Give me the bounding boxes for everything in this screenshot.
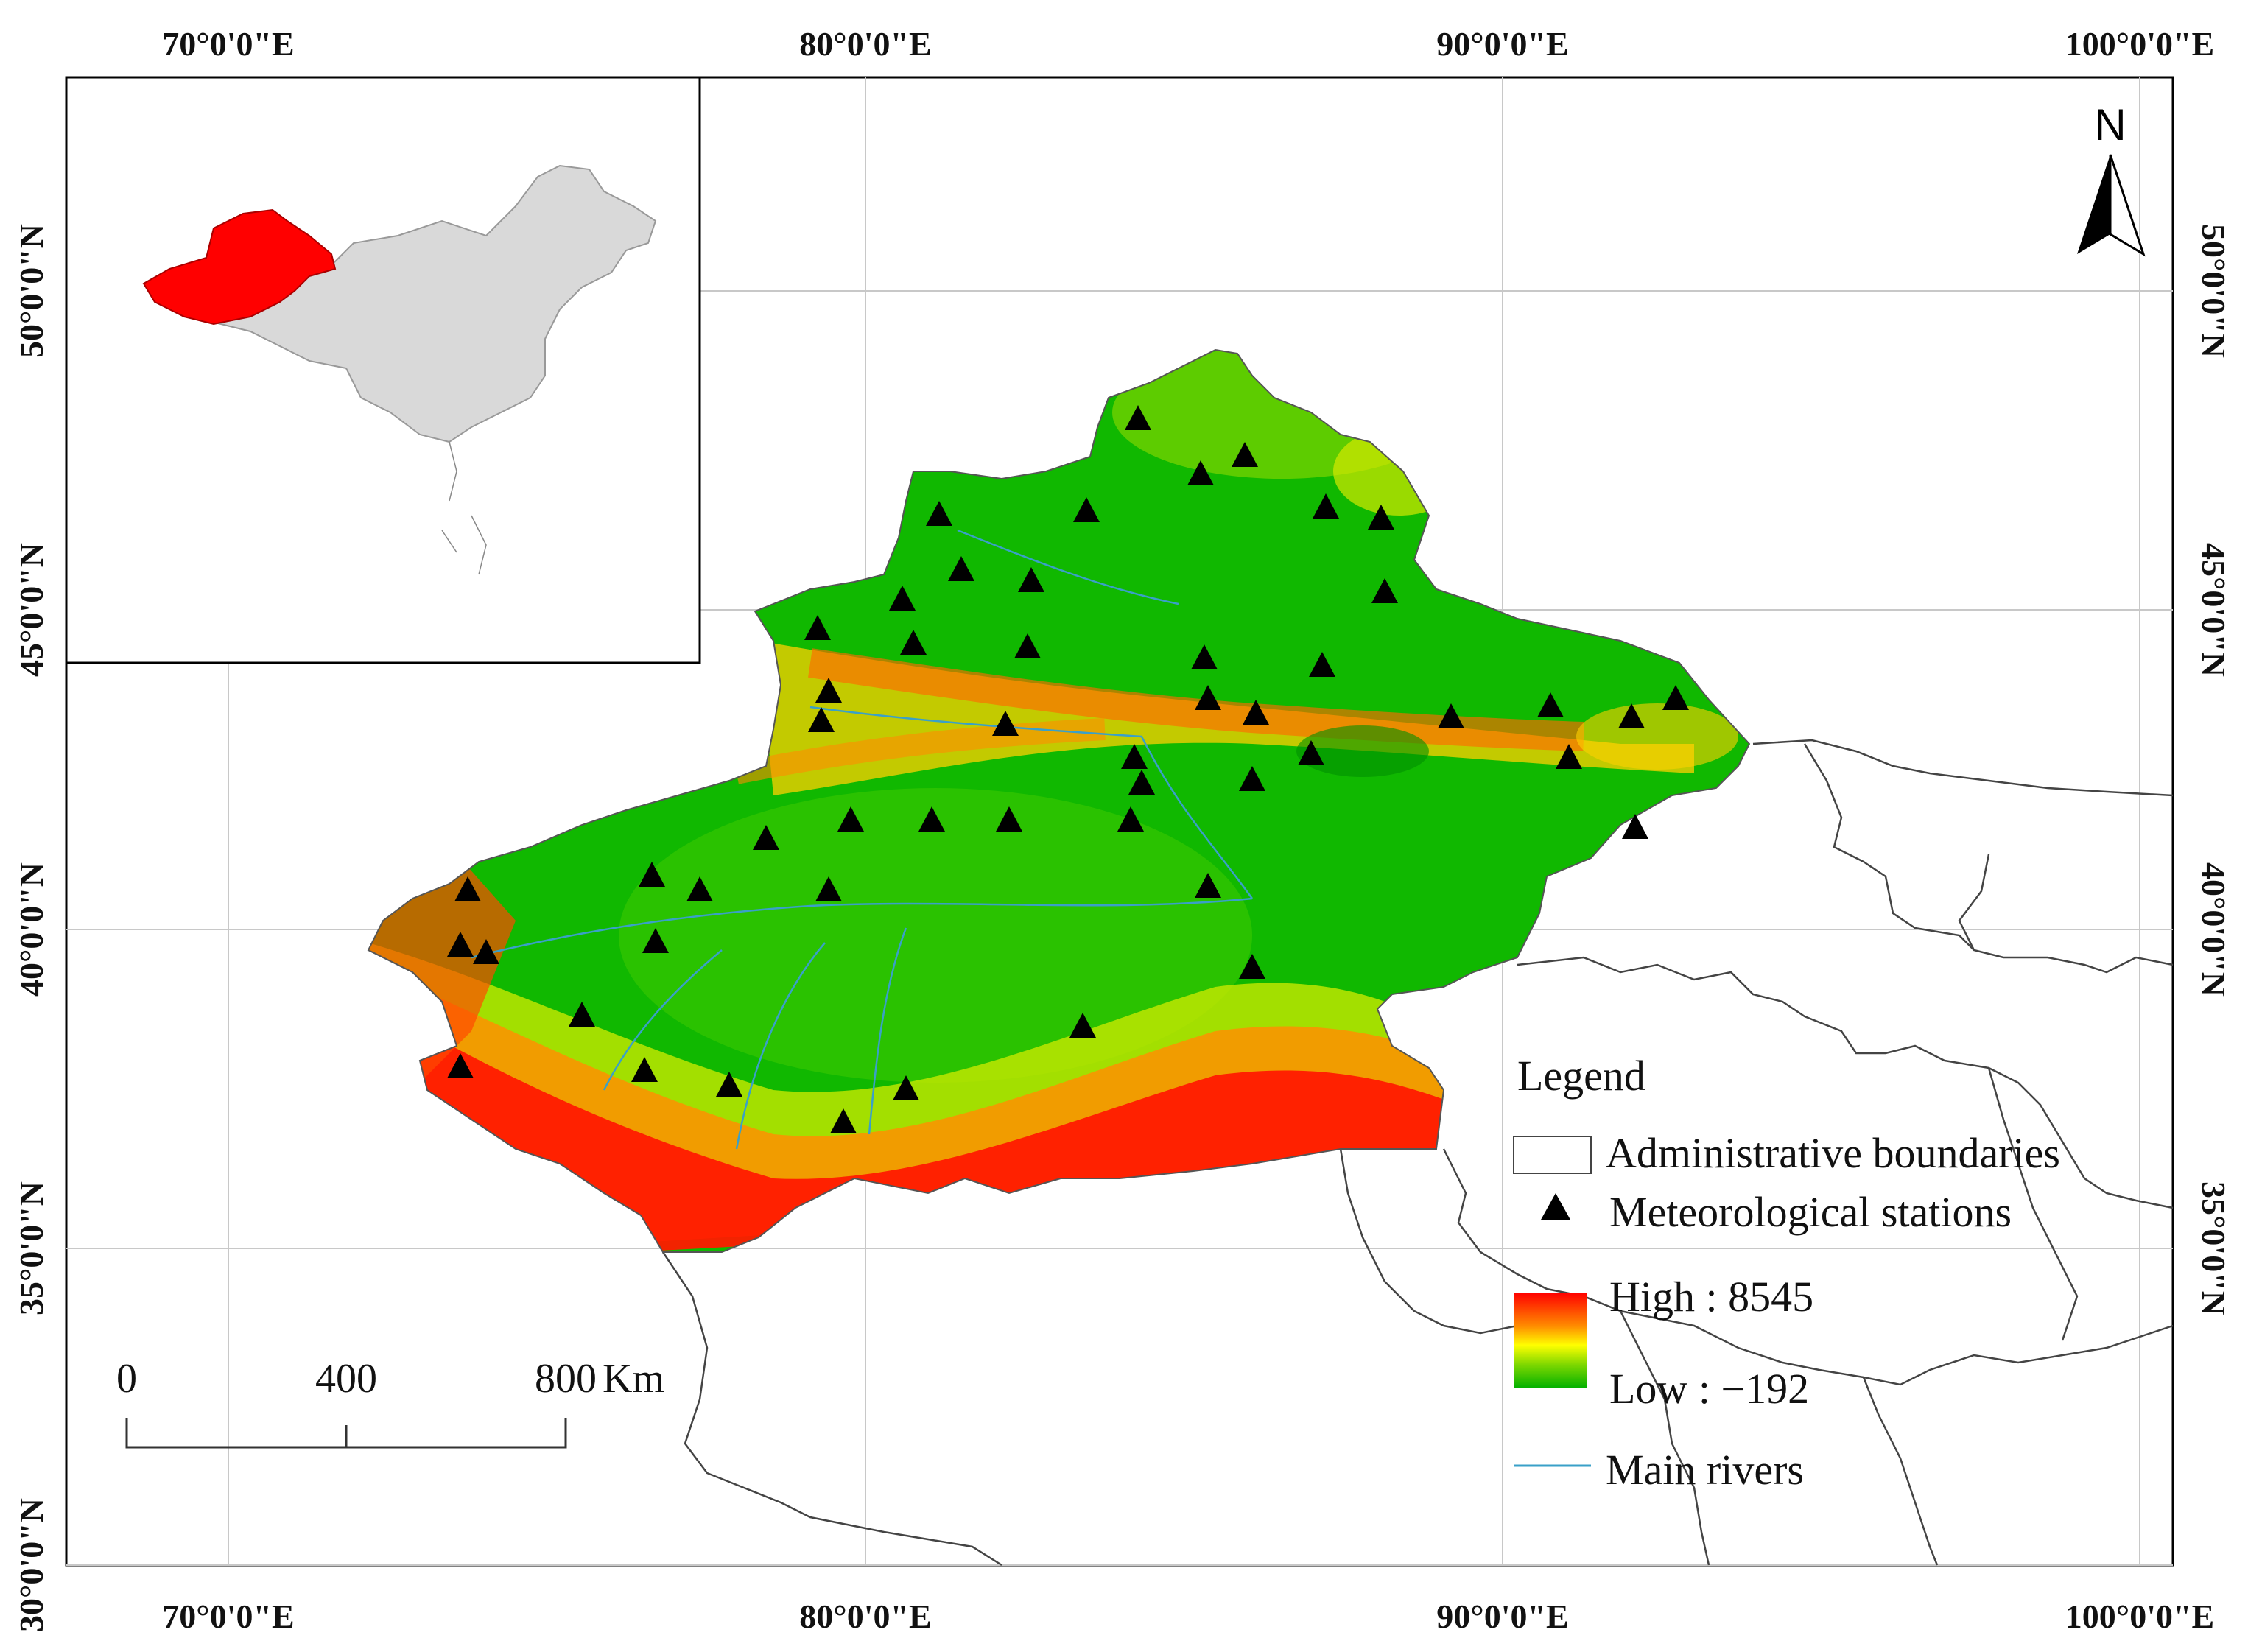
legend-rivers-label: Main rivers (1606, 1446, 1804, 1494)
main-rivers (471, 529, 1254, 1150)
legend-high-label: High : 8545 (1609, 1273, 1813, 1321)
station-triangle-icon (918, 806, 945, 832)
station-triangle-icon (893, 1075, 919, 1100)
scale-bar: 0 400 800 Km (116, 1356, 664, 1449)
station-triangle-icon (1121, 744, 1148, 769)
station-triangle-icon (1069, 1013, 1096, 1038)
station-triangle-icon (447, 932, 474, 957)
station-triangle-icon (1438, 703, 1464, 728)
station-triangle-icon (804, 615, 831, 640)
station-triangle-icon (926, 501, 952, 526)
station-triangle-icon (1128, 770, 1155, 795)
station-triangle-icon (1187, 460, 1214, 485)
graticule-labels: 70°0'0"E 80°0'0"E 90°0'0"E 100°0'0"E 70°… (13, 25, 2233, 1635)
station-triangle-icon (639, 862, 665, 887)
legend-boundaries-label: Administrative boundaries (1606, 1129, 2060, 1177)
right-lat-label-50: 50°0'0"N (2195, 224, 2233, 358)
station-triangle-icon (716, 1072, 742, 1097)
legend-elevation-ramp (1514, 1293, 1587, 1388)
station-triangle-icon (1239, 954, 1265, 979)
scale-tick-0: 0 (116, 1356, 137, 1402)
north-label: N (2094, 100, 2126, 150)
station-triangle-icon (569, 1002, 595, 1027)
station-triangle-icon (1313, 493, 1339, 519)
top-lon-label-100: 100°0'0"E (2065, 25, 2214, 63)
station-triangle-icon (1018, 567, 1044, 592)
top-lon-label-90: 90°0'0"E (1436, 25, 1568, 63)
right-lat-label-45: 45°0'0"N (2195, 543, 2233, 677)
station-triangle-icon (1298, 740, 1324, 765)
station-triangle-icon (1195, 873, 1221, 898)
top-lon-label-70: 70°0'0"E (162, 25, 294, 63)
station-triangle-icon (1243, 700, 1269, 725)
bottom-lon-label-70: 70°0'0"E (162, 1597, 294, 1635)
station-triangle-icon (1618, 703, 1645, 728)
legend-low-label: Low : −192 (1609, 1365, 1809, 1413)
station-triangle-icon (889, 586, 916, 611)
station-triangle-icon (1622, 814, 1648, 839)
station-triangle-icon (642, 928, 669, 953)
station-triangle-icon (1368, 505, 1394, 530)
station-triangle-icon (992, 711, 1019, 736)
station-triangle-icon (1556, 744, 1582, 769)
left-lat-label-30: 30°0'0"N (13, 1498, 50, 1632)
left-lat-label-40: 40°0'0"N (13, 862, 50, 997)
top-lon-label-80: 80°0'0"E (799, 25, 931, 63)
scale-tick-800: 800 (535, 1356, 597, 1402)
station-triangle-icon (1125, 405, 1151, 430)
station-triangle-icon (837, 806, 864, 832)
station-triangle-icon (900, 630, 927, 655)
station-triangle-icon (830, 1108, 857, 1133)
station-triangle-icon (1195, 685, 1221, 710)
station-triangle-icon (948, 556, 974, 581)
legend-title: Legend (1517, 1052, 1645, 1100)
bottom-lon-label-100: 100°0'0"E (2065, 1597, 2214, 1635)
station-triangle-icon (1232, 442, 1258, 467)
station-triangle-icon (1014, 633, 1041, 658)
station-triangle-icon (996, 806, 1022, 832)
station-triangle-icon (753, 825, 779, 850)
station-triangle-icon (815, 678, 842, 703)
administrative-boundaries (661, 739, 2174, 1567)
station-triangle-icon (454, 876, 481, 901)
station-triangle-icon (1309, 652, 1335, 677)
right-lat-label-35: 35°0'0"N (2195, 1181, 2233, 1315)
legend-station-triangle-icon (1541, 1193, 1570, 1220)
legend-boundary-symbol (1513, 1136, 1592, 1174)
left-lat-label-45: 45°0'0"N (13, 543, 50, 677)
bottom-lon-label-80: 80°0'0"E (799, 1597, 931, 1635)
meteorological-stations (447, 405, 1689, 1133)
station-triangle-icon (1662, 685, 1689, 710)
china-locator-icon (183, 164, 657, 443)
station-triangle-icon (1239, 766, 1265, 791)
left-lat-label-50: 50°0'0"N (13, 224, 50, 358)
scale-tick-400: 400 (315, 1356, 377, 1402)
station-triangle-icon (1117, 806, 1144, 832)
right-lat-label-40: 40°0'0"N (2195, 862, 2233, 997)
station-triangle-icon (1537, 692, 1564, 717)
north-arrow: N (2077, 100, 2146, 257)
scale-unit: Km (603, 1356, 664, 1402)
legend: Legend Administrative boundaries Meteoro… (1513, 1052, 2060, 1494)
legend-stations-label: Meteorological stations (1609, 1188, 2012, 1236)
station-triangle-icon (1073, 497, 1100, 522)
station-triangle-icon (808, 707, 835, 732)
station-triangle-icon (1371, 578, 1398, 603)
inset-map (65, 76, 701, 664)
station-triangle-icon (815, 876, 842, 901)
north-arrow-icon (2077, 154, 2146, 257)
left-lat-label-35: 35°0'0"N (13, 1181, 50, 1315)
station-triangle-icon (1191, 644, 1218, 669)
station-triangle-icon (686, 876, 713, 901)
station-triangle-icon (447, 1053, 474, 1078)
station-triangle-icon (631, 1057, 658, 1082)
bottom-lon-label-90: 90°0'0"E (1436, 1597, 1568, 1635)
station-triangle-icon (473, 939, 499, 964)
xinjiang-highlight (142, 208, 337, 326)
